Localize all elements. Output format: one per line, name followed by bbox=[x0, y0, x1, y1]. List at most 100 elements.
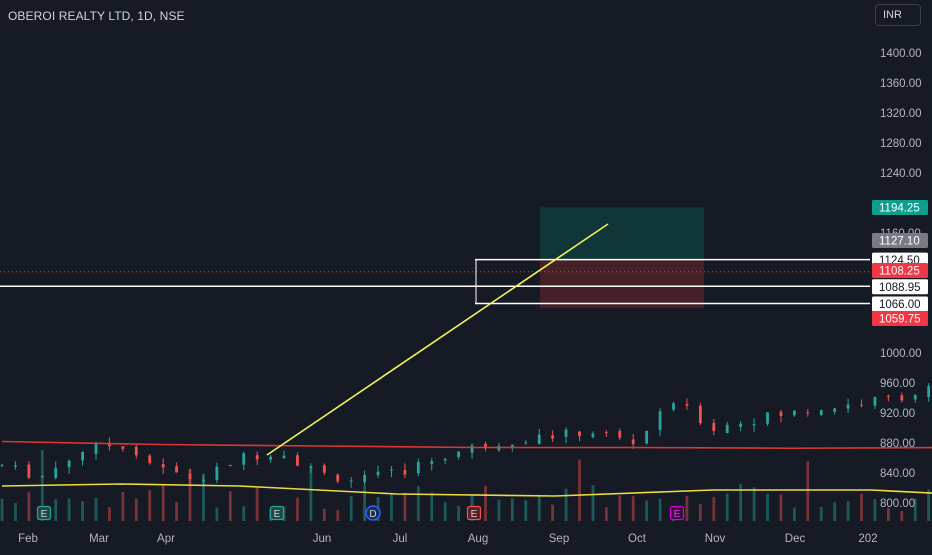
price-badge[interactable]: 1108.25 bbox=[872, 263, 928, 278]
marker-label: E bbox=[274, 509, 281, 520]
time-axis: Feb Mar Apr Jun Jul Aug Sep Oct Nov Dec 202 bbox=[18, 533, 878, 545]
candle-body bbox=[578, 431, 581, 437]
volume-bar bbox=[631, 496, 635, 521]
volume-bar bbox=[322, 508, 326, 521]
candle-body bbox=[913, 394, 917, 400]
earnings-marker: E bbox=[269, 505, 285, 521]
candle-body bbox=[188, 473, 192, 479]
volume-bar bbox=[188, 468, 192, 521]
price-tick-label: 1360.00 bbox=[880, 78, 922, 90]
time-tick-label: Jun bbox=[313, 533, 332, 545]
candle-body bbox=[54, 467, 58, 479]
candle-body bbox=[242, 453, 246, 465]
candle-body bbox=[484, 443, 487, 449]
candle-body bbox=[403, 469, 407, 475]
candle-body bbox=[363, 474, 367, 483]
volume-bar bbox=[833, 502, 837, 521]
marker-shape bbox=[669, 505, 685, 521]
price-badge-label: 1088.95 bbox=[879, 282, 921, 294]
price-badge[interactable]: 1127.10 bbox=[872, 233, 928, 248]
volume-bar bbox=[551, 504, 555, 521]
volume-bar bbox=[0, 498, 4, 521]
volume-bar bbox=[900, 510, 904, 521]
volume-bar bbox=[658, 498, 662, 521]
volume-bar bbox=[725, 493, 729, 521]
price-tick-label: 880.00 bbox=[880, 438, 915, 450]
candle-body bbox=[591, 433, 595, 438]
volume-bar bbox=[121, 491, 125, 521]
price-tick-label: 840.00 bbox=[880, 468, 915, 480]
volume-bar bbox=[510, 498, 514, 521]
candle-body bbox=[846, 404, 850, 409]
time-tick-label: Oct bbox=[628, 533, 647, 545]
earnings-marker: E bbox=[466, 505, 482, 521]
volume-bar bbox=[712, 497, 716, 521]
price-badge[interactable]: 1088.95 bbox=[872, 279, 928, 295]
candle-body bbox=[658, 411, 662, 430]
candle-body bbox=[806, 412, 810, 414]
price-badge[interactable]: 1066.00 bbox=[872, 296, 928, 312]
time-tick-label: Aug bbox=[468, 533, 488, 545]
volume-bar bbox=[242, 506, 246, 521]
candle-body bbox=[457, 451, 461, 457]
candle-body bbox=[886, 395, 890, 397]
marker-label: E bbox=[674, 509, 681, 520]
candlesticks bbox=[0, 383, 931, 488]
candle-body bbox=[67, 460, 71, 468]
price-tick-label: 1000.00 bbox=[880, 348, 922, 360]
volume-bar bbox=[430, 492, 434, 521]
volume-bar bbox=[766, 493, 769, 521]
volume-bar bbox=[336, 510, 340, 521]
candle-body bbox=[712, 422, 716, 431]
price-badge[interactable]: 1194.25 bbox=[872, 200, 928, 215]
volume-bar bbox=[228, 491, 232, 521]
candle-body bbox=[524, 442, 528, 444]
stop-zone bbox=[540, 259, 704, 309]
target-zone bbox=[540, 207, 704, 260]
price-badge-bg bbox=[872, 279, 928, 295]
volume-bar bbox=[296, 497, 299, 521]
volume-bar bbox=[645, 500, 649, 521]
volume-bar bbox=[202, 473, 205, 521]
position-tool bbox=[540, 207, 704, 309]
earnings-marker: E bbox=[36, 505, 52, 521]
candle-body bbox=[376, 471, 380, 476]
volume-bar bbox=[148, 490, 152, 521]
earnings-upcoming-marker: E bbox=[669, 505, 685, 521]
price-tick-label: 1280.00 bbox=[880, 138, 922, 150]
candle-body bbox=[228, 464, 232, 466]
candle-body bbox=[900, 395, 904, 401]
currency-button[interactable]: INR bbox=[875, 4, 921, 26]
candle-body bbox=[215, 466, 219, 480]
time-tick-label: Mar bbox=[89, 533, 109, 545]
candle-body bbox=[537, 434, 541, 445]
price-tick-label: 1400.00 bbox=[880, 48, 922, 60]
candle-body bbox=[819, 410, 823, 416]
volume-bar bbox=[685, 495, 689, 521]
marker-shape bbox=[269, 505, 285, 521]
candle-body bbox=[14, 465, 17, 467]
volume-bar bbox=[14, 503, 17, 521]
candle-body bbox=[0, 464, 4, 466]
candle-body bbox=[443, 459, 447, 461]
candle-body bbox=[792, 410, 796, 416]
candle-body bbox=[282, 455, 286, 458]
candle-body bbox=[255, 455, 259, 460]
volume-bar bbox=[255, 487, 259, 521]
candle-body bbox=[631, 439, 635, 444]
candle-body bbox=[161, 464, 165, 468]
volume-bar bbox=[175, 501, 178, 521]
candle-body bbox=[134, 446, 138, 456]
price-badge-bg bbox=[872, 311, 928, 326]
price-badge-bg bbox=[872, 233, 928, 248]
volume-bar bbox=[81, 501, 84, 521]
candle-body bbox=[618, 430, 622, 438]
price-badge-bg bbox=[872, 200, 928, 215]
price-badge[interactable]: 1059.75 bbox=[872, 311, 928, 326]
volume-bar bbox=[819, 506, 823, 521]
volume-bar bbox=[792, 507, 796, 521]
volume-bar bbox=[349, 496, 353, 521]
candle-body bbox=[752, 423, 756, 426]
